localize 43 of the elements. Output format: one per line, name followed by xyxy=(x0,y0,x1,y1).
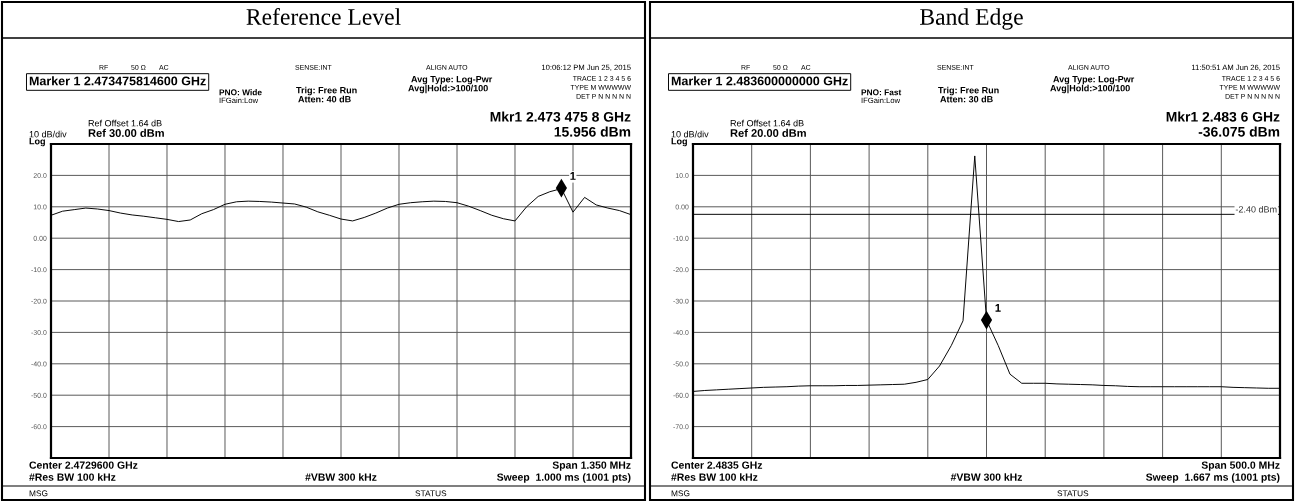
text: 15.956 dBm xyxy=(554,126,631,137)
text: Ref Offset 1.64 dB xyxy=(88,119,162,127)
text: Ref Offset 1.64 dB xyxy=(730,119,804,127)
text: 10 dB/div xyxy=(29,130,67,138)
ref-line-label: -2.40 dBm xyxy=(1235,205,1277,213)
text: STATUS xyxy=(415,490,447,497)
text: 10 dB/div xyxy=(671,130,709,138)
chart-title: Reference Level xyxy=(246,8,401,25)
text: MSG xyxy=(671,490,690,497)
text: Atten: 30 dB xyxy=(940,95,993,103)
text: #Res BW 100 kHz xyxy=(29,473,116,481)
text: Atten: 40 dB xyxy=(298,95,351,103)
text: Mkr1 2.483 6 GHz xyxy=(1166,111,1280,122)
text: Marker 1 2.483600000000 GHz xyxy=(671,76,848,86)
text: PNO: Fast xyxy=(861,89,902,96)
text: #VBW 300 kHz xyxy=(950,473,1023,481)
text: Log xyxy=(671,138,687,147)
annotation: 1 xyxy=(995,304,1001,312)
text: PNO: Wide xyxy=(219,89,262,96)
annotation: 1 xyxy=(570,172,576,180)
text: Span 1.350 MHz xyxy=(552,461,631,471)
text: Mkr1 2.473 475 8 GHz xyxy=(490,111,631,122)
text: Trig: Free Run xyxy=(296,86,357,96)
text: Avg|Hold:>100/100 xyxy=(1050,84,1130,94)
text: Avg Type: Log-Pwr xyxy=(411,76,493,85)
text: #VBW 300 kHz xyxy=(305,473,377,481)
text: Marker 1 2.473475814600 GHz xyxy=(29,76,206,86)
text: Avg Type: Log-Pwr xyxy=(1053,76,1135,85)
text: -36.075 dBm xyxy=(1198,126,1280,137)
chart-title: Band Edge xyxy=(920,8,1023,30)
text: Avg|Hold:>100/100 xyxy=(408,84,488,94)
text: Center 2.4835 GHz xyxy=(671,461,763,469)
text: Span 500.0 MHz xyxy=(1201,461,1280,471)
text: Ref 30.00 dBm xyxy=(88,128,164,137)
text: Ref 20.00 dBm xyxy=(730,128,806,137)
text: Sweep 1.000 ms (1001 pts) xyxy=(496,473,631,483)
text: Trig: Free Run xyxy=(938,86,999,96)
text: MSG xyxy=(29,490,48,497)
text: #Res BW 100 kHz xyxy=(671,473,758,481)
text: Log xyxy=(29,138,45,147)
text: Sweep 1.667 ms (1001 pts) xyxy=(1145,473,1280,483)
text: STATUS xyxy=(1057,490,1089,497)
text: Center 2.4729600 GHz xyxy=(29,461,138,469)
